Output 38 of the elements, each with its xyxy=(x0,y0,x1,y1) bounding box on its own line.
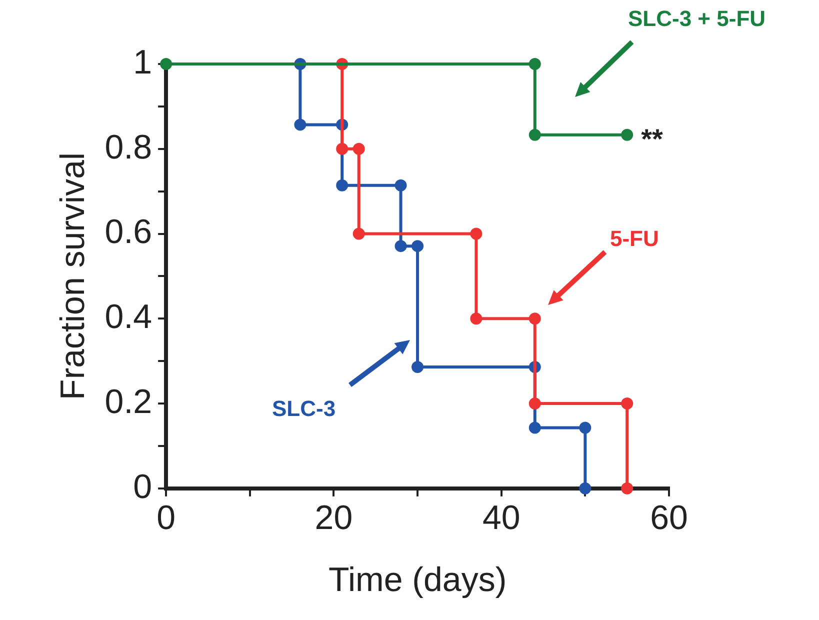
y-tick-label: 0.2 xyxy=(104,382,152,421)
y-tick-label: 0.4 xyxy=(104,298,152,336)
text: SLC-3 + 5-FU xyxy=(628,6,766,32)
y-tick-label: 1 xyxy=(133,43,152,82)
x-tick-label: 20 xyxy=(314,499,353,538)
x-tick-label: 60 xyxy=(650,499,688,538)
point xyxy=(336,179,348,192)
point xyxy=(470,228,482,240)
point xyxy=(470,312,482,325)
text: SLC-3 xyxy=(272,396,336,422)
point xyxy=(528,128,541,141)
x-tick-label: 40 xyxy=(482,499,520,538)
y-tick-label: 0.6 xyxy=(104,213,152,252)
point xyxy=(528,398,541,410)
point xyxy=(294,118,306,131)
x-axis-title: Time (days) xyxy=(328,560,507,599)
y-tick-label: 0.8 xyxy=(104,128,152,166)
point xyxy=(528,422,541,434)
point xyxy=(528,312,541,325)
point xyxy=(352,228,365,240)
point xyxy=(528,58,541,70)
x-tick-label: 0 xyxy=(156,499,176,538)
point xyxy=(336,142,348,155)
point xyxy=(160,58,172,70)
point xyxy=(621,398,634,410)
point xyxy=(412,240,424,252)
point xyxy=(621,482,634,494)
point xyxy=(621,128,634,141)
point xyxy=(352,142,365,155)
point xyxy=(412,361,424,374)
annotation: ** xyxy=(641,124,663,155)
point xyxy=(394,179,407,192)
y-tick-label: 0 xyxy=(133,468,152,506)
point xyxy=(579,422,592,434)
text: 5-FU xyxy=(610,226,659,252)
point xyxy=(579,482,592,494)
point xyxy=(394,240,407,252)
y-axis-title: Fraction survival xyxy=(54,152,92,400)
